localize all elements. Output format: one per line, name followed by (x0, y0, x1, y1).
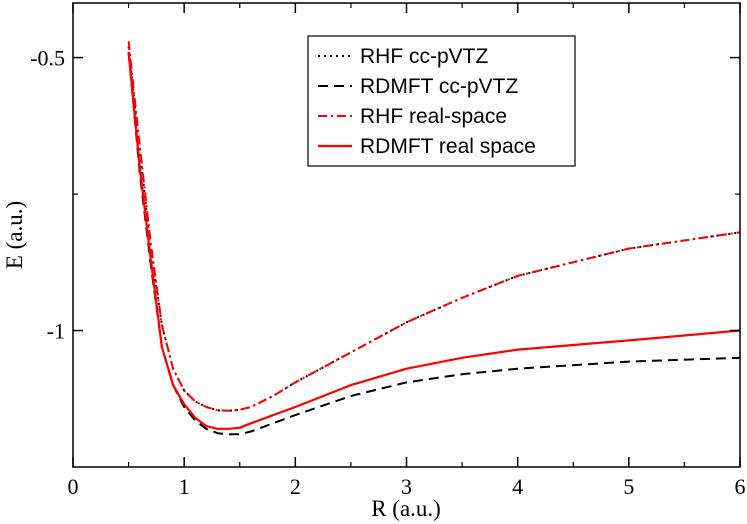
series-layer (127, 41, 741, 436)
y-tick-label: -1 (47, 319, 65, 344)
y-axis-title: E (a.u.) (2, 201, 27, 269)
y-tick-label: -0.5 (30, 46, 65, 71)
x-tick-label: 2 (290, 474, 301, 499)
legend-box (307, 35, 576, 167)
legend-label-3: RHF real-space (360, 105, 507, 128)
legend-label-1: RHF cc-pVTZ (360, 45, 489, 68)
series-line-3 (127, 41, 741, 412)
series-line-4 (127, 51, 741, 430)
x-axis-title: R (a.u.) (371, 496, 441, 521)
x-tick-label: 4 (512, 474, 523, 499)
legend: RHF cc-pVTZ RDMFT cc-pVTZ RHF real-space RD… (307, 35, 576, 167)
x-tick-label: 0 (68, 474, 79, 499)
x-tick-label: 1 (179, 474, 190, 499)
ticks-layer: 0 1 2 3 4 5 6 -0.5 -1 (30, 3, 746, 499)
x-tick-label: 5 (623, 474, 634, 499)
series-line-2 (127, 52, 741, 436)
legend-label-4: RDMFT real space (360, 135, 536, 158)
x-tick-label: 6 (735, 474, 746, 499)
legend-label-2: RDMFT cc-pVTZ (360, 75, 518, 98)
x-tick-label: 3 (401, 474, 412, 499)
